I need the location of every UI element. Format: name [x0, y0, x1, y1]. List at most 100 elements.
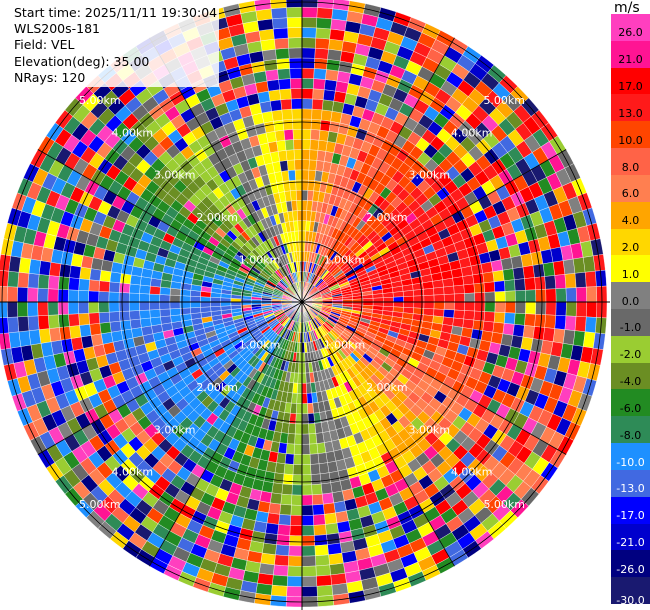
ppi-gate-cell — [268, 89, 281, 102]
ppi-gate-cell — [292, 118, 303, 130]
ppi-gate-cell — [139, 293, 150, 303]
ppi-gate-cell — [69, 265, 82, 279]
ppi-gate-cell — [442, 277, 454, 288]
ppi-gate-cell — [47, 275, 60, 290]
ppi-gate-cell — [314, 544, 329, 557]
ppi-gate-cell — [321, 99, 335, 112]
ppi-gate-cell — [6, 301, 18, 318]
ppi-gate-cell — [27, 273, 40, 289]
ppi-gate-cell — [483, 311, 496, 323]
ppi-gate-cell — [257, 572, 274, 586]
ppi-gate-cell — [150, 316, 162, 327]
colorbar-tick-label: -1.0 — [619, 321, 642, 335]
ppi-gate-cell — [289, 57, 303, 69]
ppi-gate-cell — [545, 288, 557, 303]
ppi-gate-cell — [291, 494, 303, 506]
ppi-gate-cell — [545, 301, 557, 316]
field-text: Field: VEL — [14, 37, 75, 53]
ppi-gate-cell — [325, 522, 339, 535]
ppi-gate-cell — [118, 301, 130, 312]
ppi-gate-cell — [280, 98, 293, 111]
colorbar-tick-label: 2.0 — [621, 240, 640, 254]
ppi-gate-cell — [27, 287, 39, 303]
ppi-gate-cell — [525, 289, 537, 303]
ppi-gate-cell — [258, 28, 275, 42]
range-label: 5.00km — [79, 498, 121, 511]
ppi-gate-cell — [314, 58, 328, 70]
ppi-gate-cell — [483, 281, 496, 293]
ppi-gate-cell — [88, 290, 100, 303]
ppi-gate-cell — [179, 301, 191, 309]
ppi-gate-cell — [555, 301, 567, 317]
ppi-gate-cell — [98, 291, 110, 303]
range-label: 3.00km — [154, 169, 196, 182]
ppi-gate-cell — [277, 524, 291, 536]
ppi-gate-cell — [463, 310, 475, 321]
ppi-gate-cell — [514, 312, 526, 326]
ppi-gate-cell — [392, 291, 404, 298]
ppi-gate-cell — [316, 574, 332, 587]
ppi-gate-cell — [310, 463, 321, 475]
ppi-gate-cell — [263, 532, 278, 545]
ppi-gate-cell — [584, 316, 597, 334]
colorbar-segment — [611, 577, 650, 605]
ppi-gate-cell — [532, 263, 545, 278]
colorbar-tick-label: -2.0 — [619, 348, 642, 362]
ppi-gate-cell — [149, 309, 161, 319]
ppi-gate-cell — [565, 301, 577, 317]
ppi-gate-cell — [119, 282, 131, 294]
colorbar-segment — [611, 148, 650, 176]
ppi-gate-cell — [49, 327, 62, 342]
ppi-gate-cell — [423, 294, 435, 303]
ppi-gate-cell — [88, 279, 100, 292]
ppi-gate-cell — [58, 276, 70, 290]
ppi-gate-cell — [319, 472, 331, 485]
station-text: WLS200s-181 — [14, 21, 100, 37]
ppi-gate-cell — [301, 586, 318, 598]
ppi-gate-cell — [280, 493, 293, 506]
ppi-gate-cell — [284, 453, 295, 465]
ppi-gate-cell — [273, 119, 285, 132]
range-label: 5.00km — [483, 94, 525, 107]
ppi-gate-cell — [274, 37, 289, 50]
ppi-gate-cell — [286, 159, 296, 171]
ppi-gate-cell — [139, 284, 151, 295]
colorbar-segment — [611, 496, 650, 525]
colorbar-tick-label: 10.0 — [618, 133, 643, 147]
ppi-gate-cell — [298, 230, 303, 242]
ppi-gate-cell — [301, 535, 315, 547]
ppi-gate-cell — [314, 47, 329, 60]
ppi-gate-cell — [286, 433, 296, 445]
ppi-gate-cell — [301, 17, 318, 29]
ppi-gate-cell — [462, 274, 475, 286]
ppi-gate-cell — [315, 432, 325, 444]
ppi-gate-cell — [292, 128, 303, 140]
ppi-gate-cell — [17, 301, 29, 318]
range-label: 2.00km — [366, 211, 408, 224]
ppi-gate-cell — [314, 534, 328, 546]
ppi-gate-cell — [393, 296, 404, 303]
colorbar-unit: m/s — [614, 0, 640, 16]
ppi-gate-cell — [313, 524, 327, 536]
ppi-gate-cell — [433, 286, 445, 296]
ppi-gate-cell — [286, 586, 303, 598]
ppi-gate-cell — [67, 289, 79, 303]
colorbar-segment — [611, 389, 650, 417]
ppi-gate-cell — [502, 268, 515, 281]
ppi-gate-cell — [329, 28, 346, 42]
ppi-gate-cell — [484, 291, 496, 303]
colorbar-tick-label: -6.0 — [619, 401, 642, 415]
ppi-gate-cell — [328, 38, 344, 52]
ppi-gate-cell — [210, 306, 222, 312]
ppi-gate-cell — [454, 293, 465, 303]
colorbar-tick-label: 17.0 — [618, 80, 643, 94]
ppi-gate-cell — [301, 169, 310, 181]
colorbar-segment — [611, 94, 650, 122]
ppi-gate-cell — [263, 121, 276, 134]
ppi-gate-cell — [294, 159, 303, 171]
ppi-gate-cell — [139, 309, 151, 320]
ppi-gate-cell — [140, 317, 152, 328]
ppi-gate-cell — [470, 263, 483, 276]
ppi-gate-cell — [289, 535, 303, 547]
ppi-gate-cell — [460, 265, 473, 277]
